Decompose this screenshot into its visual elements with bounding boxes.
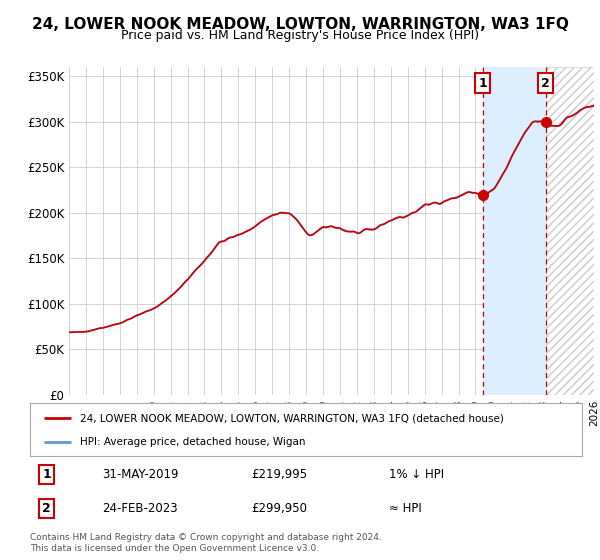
Text: 1: 1: [42, 468, 51, 481]
Text: 1% ↓ HPI: 1% ↓ HPI: [389, 468, 444, 481]
Bar: [546, 67, 594, 395]
Text: £299,950: £299,950: [251, 502, 307, 515]
Text: 2: 2: [42, 502, 51, 515]
Text: £219,995: £219,995: [251, 468, 307, 481]
Bar: [482, 67, 546, 395]
Text: ≈ HPI: ≈ HPI: [389, 502, 422, 515]
Text: 24, LOWER NOOK MEADOW, LOWTON, WARRINGTON, WA3 1FQ: 24, LOWER NOOK MEADOW, LOWTON, WARRINGTO…: [32, 17, 568, 32]
Text: Price paid vs. HM Land Registry's House Price Index (HPI): Price paid vs. HM Land Registry's House …: [121, 29, 479, 42]
Text: 24, LOWER NOOK MEADOW, LOWTON, WARRINGTON, WA3 1FQ (detached house): 24, LOWER NOOK MEADOW, LOWTON, WARRINGTO…: [80, 413, 503, 423]
Text: 24-FEB-2023: 24-FEB-2023: [102, 502, 178, 515]
Text: 1: 1: [478, 77, 487, 90]
Text: 31-MAY-2019: 31-MAY-2019: [102, 468, 178, 481]
Bar: [546, 67, 594, 395]
Text: Contains HM Land Registry data © Crown copyright and database right 2024.
This d: Contains HM Land Registry data © Crown c…: [30, 533, 382, 553]
Text: HPI: Average price, detached house, Wigan: HPI: Average price, detached house, Wiga…: [80, 436, 305, 446]
Text: 2: 2: [541, 77, 550, 90]
